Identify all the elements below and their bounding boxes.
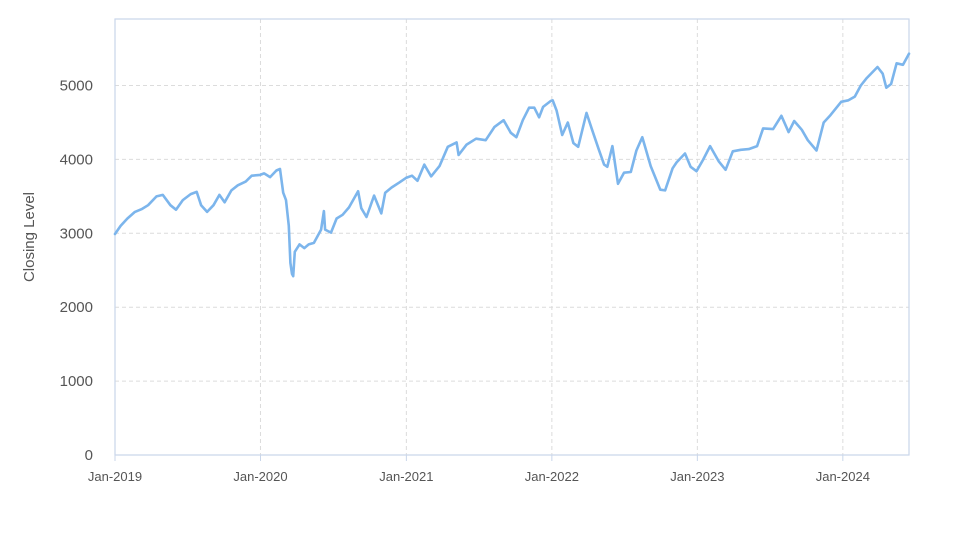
x-axis: Jan-2019 Jan-2020 Jan-2021 Jan-2022 Jan-2023… (88, 455, 870, 484)
x-tick-label: Jan-2019 (88, 469, 142, 484)
y-tick-label: 0 (85, 447, 93, 464)
y-axis: 0 1000 2000 3000 4000 5000 (60, 78, 93, 464)
y-tick-label: 3000 (60, 225, 93, 242)
grid (115, 19, 909, 455)
x-tick-label: Jan-2021 (379, 469, 433, 484)
y-tick-label: 5000 (60, 78, 93, 95)
y-tick-label: 2000 (60, 299, 93, 316)
x-tick-label: Jan-2024 (816, 469, 870, 484)
y-tick-label: 1000 (60, 373, 93, 390)
series-group (113, 52, 911, 278)
x-tick-label: Jan-2022 (525, 469, 579, 484)
plot-area-frame (114, 18, 910, 456)
y-axis-title: Closing Level (21, 192, 38, 282)
y-tick-label: 4000 (60, 151, 93, 168)
series-line-0 (113, 52, 911, 278)
x-tick-label: Jan-2023 (670, 469, 724, 484)
x-tick-label: Jan-2020 (233, 469, 287, 484)
